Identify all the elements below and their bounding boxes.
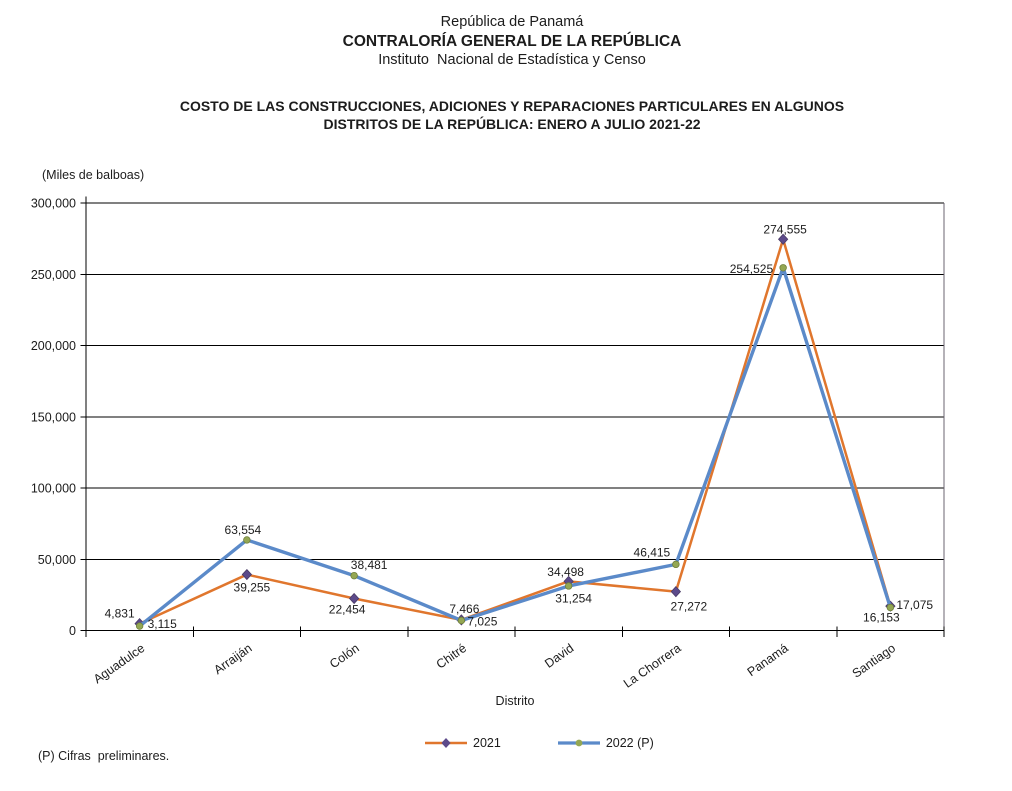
data-label: 63,554 (225, 523, 262, 537)
diamond-marker (777, 233, 789, 245)
legend-label-2022: 2022 (P) (605, 736, 654, 750)
data-label: 4,831 (105, 607, 135, 621)
circle-marker (457, 616, 466, 625)
data-label: 34,498 (547, 565, 584, 579)
data-label: 39,255 (234, 581, 271, 595)
y-tick-label: 0 (69, 624, 76, 638)
series-line-2022P (137, 266, 893, 628)
legend-item-2022: 2022 (P) (557, 736, 654, 750)
institution-title: CONTRALORÍA GENERAL DE LA REPÚBLICA (342, 33, 682, 50)
chart-title-line1: COSTO DE LAS CONSTRUCCIONES, ADICIONES Y… (179, 98, 845, 114)
data-label: 274,555 (763, 222, 807, 236)
data-label: 17,075 (896, 598, 933, 612)
y-tick-label: 150,000 (31, 410, 76, 424)
data-label: 31,254 (555, 591, 592, 605)
country-title: República de Panamá (440, 14, 584, 30)
y-tick-label: 100,000 (31, 482, 76, 496)
category-label: Panamá (745, 641, 791, 679)
report-header: República de Panamá CONTRALORÍA GENERAL … (12, 13, 1012, 70)
data-label: 16,153 (863, 610, 900, 624)
category-label: Arraiján (211, 641, 254, 677)
footnote: (P) Cifras preliminares. (38, 749, 170, 763)
data-label: 22,454 (329, 603, 366, 617)
diamond-marker (348, 592, 360, 605)
data-label: 3,115 (148, 617, 177, 631)
institute-subtitle: Instituto Nacional de Estadística y Cens… (378, 52, 646, 68)
circle-marker (886, 603, 895, 612)
data-label: 46,415 (634, 545, 671, 559)
diamond-marker (670, 586, 682, 598)
data-label: 254,525 (730, 262, 774, 276)
series-2022-swatch-icon (557, 739, 600, 747)
circle-marker (243, 536, 251, 544)
y-tick-label: 250,000 (31, 268, 76, 282)
y-tick-label: 50,000 (38, 553, 76, 567)
series-line-2021 (138, 238, 892, 625)
data-label: 7,025 (467, 614, 497, 628)
legend: 2021 2022 (P) (424, 736, 654, 750)
category-label: David (542, 641, 576, 671)
y-axis-unit-label: (Miles de balboas) (42, 168, 145, 182)
category-label: Santiago (850, 641, 898, 681)
circle-marker (350, 571, 358, 580)
chart-title: COSTO DE LAS CONSTRUCCIONES, ADICIONES Y… (12, 97, 1012, 133)
category-label: Colón (327, 641, 362, 671)
circle-marker (672, 560, 680, 569)
circle-marker (779, 264, 787, 272)
legend-item-2021: 2021 (424, 736, 501, 750)
category-label: La Chorrera (621, 641, 684, 691)
circle-marker (135, 622, 144, 630)
circle-marker (564, 582, 573, 590)
data-label: 7,466 (449, 602, 479, 616)
legend-label-2021: 2021 (473, 736, 501, 750)
x-axis-title: Distrito (495, 694, 535, 708)
data-label: 27,272 (671, 600, 708, 614)
category-label: Chitré (434, 641, 469, 672)
y-tick-label: 300,000 (31, 197, 76, 211)
data-label: 38,481 (351, 558, 388, 572)
y-tick-label: 200,000 (31, 339, 76, 353)
category-label: Aguadulce (91, 641, 147, 686)
diamond-marker (241, 568, 253, 581)
chart-title-line2: DISTRITOS DE LA REPÚBLICA: ENERO A JULIO… (323, 116, 701, 132)
series-2021-swatch-icon (425, 738, 467, 748)
